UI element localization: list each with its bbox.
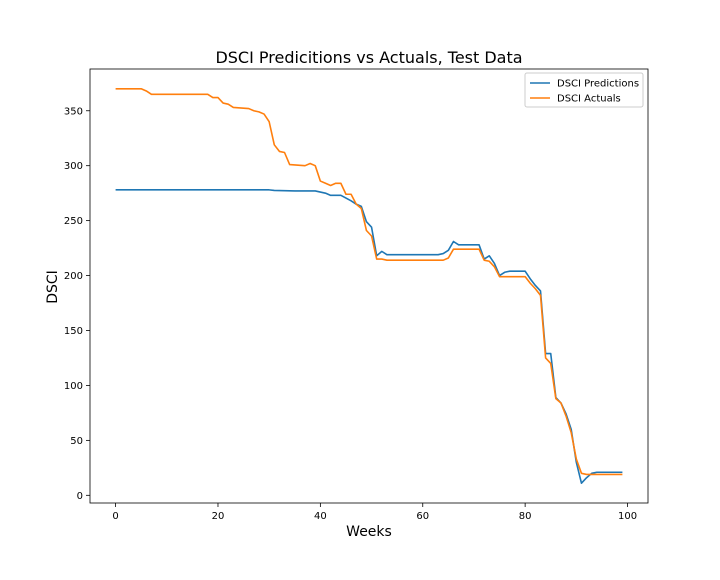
chart-title: DSCI Predicitions vs Actuals, Test Data [215,48,522,67]
y-tick-label: 300 [64,161,83,172]
plot-lines [115,87,623,485]
x-axis-label: Weeks [346,524,392,540]
y-tick-label: 200 [64,271,83,282]
x-tick-label: 0 [112,511,118,522]
series-line-actuals [115,87,623,476]
legend-label-actuals: DSCI Actuals [557,94,621,105]
legend-box [524,72,644,108]
y-tick-label: 250 [64,216,83,227]
legend-label-predictions: DSCI Predictions [557,79,639,90]
y-axis-label: DSCI [45,270,61,304]
legend: DSCI Predictions DSCI Actuals [524,72,644,108]
x-tick-label: 100 [618,511,637,522]
x-ticks: 0 20 40 60 80 100 [112,503,637,522]
y-ticks: 0 50 100 150 200 250 300 350 [64,106,90,502]
y-tick-label: 0 [77,491,83,502]
y-tick-label: 350 [64,106,83,117]
x-tick-label: 20 [212,511,225,522]
y-tick-label: 100 [64,381,83,392]
x-tick-label: 80 [519,511,532,522]
plot-frame [89,68,649,504]
x-tick-label: 40 [314,511,327,522]
y-tick-label: 150 [64,326,83,337]
y-tick-label: 50 [70,436,83,447]
x-tick-label: 60 [416,511,429,522]
